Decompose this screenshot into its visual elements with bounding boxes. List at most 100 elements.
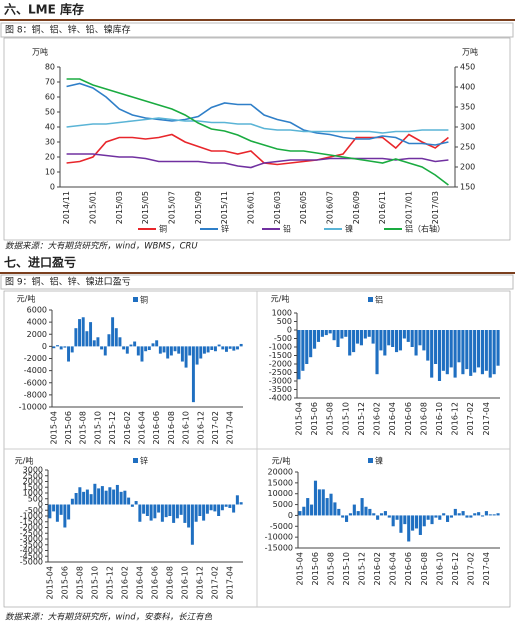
x-tick-label: 2015-04	[295, 552, 304, 585]
bar	[363, 330, 367, 339]
x-tick-label: 2016-06	[404, 402, 413, 435]
bar	[89, 322, 93, 347]
y-tick-label: -4500	[20, 552, 43, 561]
x-tick-label: 2016-10	[435, 552, 444, 585]
bar	[379, 330, 383, 351]
y-tick-label: -3500	[20, 540, 43, 549]
bar	[402, 330, 406, 339]
bar	[209, 504, 213, 511]
y-tick-label: 0	[287, 326, 292, 335]
y-tick-label: 80	[45, 63, 55, 72]
x-tick-label: 2015/01	[88, 191, 97, 224]
legend-swatch	[368, 297, 373, 302]
series-line	[66, 133, 449, 166]
bar	[122, 346, 126, 350]
figure-frame	[3, 37, 511, 241]
bar	[359, 330, 363, 346]
x-tick-label: 2015-08	[327, 552, 336, 585]
bar	[465, 330, 469, 370]
bar	[348, 330, 352, 356]
bar	[383, 330, 387, 356]
y-tick-label: 500	[28, 494, 43, 503]
y-axis-title: 万吨	[32, 47, 48, 57]
x-tick-label: 2016-12	[451, 402, 460, 435]
x-tick-label: 2015-10	[93, 411, 102, 444]
bar	[426, 515, 430, 520]
bar	[484, 511, 488, 516]
y-tick-label: -2500	[269, 368, 292, 377]
x-tick-label: 2015-04	[45, 566, 54, 599]
y2-tick-label: 400	[460, 83, 475, 92]
bar	[320, 330, 324, 337]
bar	[414, 330, 418, 356]
bar	[325, 498, 329, 516]
x-tick-label: 2016-10	[182, 411, 191, 444]
bar	[337, 508, 341, 516]
y-axis-title: 元/吨	[15, 456, 34, 466]
bar	[446, 515, 450, 522]
x-tick-label: 2016-06	[150, 566, 159, 599]
bar	[391, 330, 395, 347]
y2-tick-label: 200	[460, 163, 475, 172]
x-tick-label: 2017/03	[431, 191, 440, 224]
x-tick-label: 2016-12	[196, 411, 205, 444]
x-tick-label: 2016/05	[299, 191, 308, 224]
x-tick-label: 2017/01	[404, 191, 413, 224]
y-tick-label: -15000	[265, 544, 293, 553]
bar	[127, 497, 131, 505]
x-tick-label: 2015-08	[326, 402, 335, 435]
bar	[147, 346, 151, 351]
bar	[162, 346, 166, 353]
x-tick-label: 2016/09	[352, 191, 361, 224]
bar	[82, 491, 86, 505]
x-tick-label: 2016-06	[152, 411, 161, 444]
x-tick-label: 2015-12	[105, 566, 114, 599]
bar	[473, 513, 477, 516]
x-tick-label: 2016-04	[388, 402, 397, 435]
bar	[85, 489, 89, 505]
bar	[340, 330, 344, 339]
bar	[305, 330, 309, 364]
bar	[465, 515, 469, 518]
bar	[168, 504, 172, 516]
legend-label: 铅	[283, 224, 291, 234]
bar	[107, 334, 111, 347]
bar	[235, 495, 239, 505]
bar	[387, 515, 391, 518]
y-tick-label: 0	[38, 500, 43, 509]
figure-caption: 图 8：铜、铝、锌、铅、镍库存	[5, 24, 131, 36]
bar	[333, 502, 337, 516]
x-tick-label: 2016-02	[123, 411, 132, 444]
bar	[78, 319, 82, 347]
bar	[492, 330, 496, 375]
bar	[224, 504, 228, 507]
bar	[488, 514, 492, 516]
x-tick-label: 2016-10	[180, 566, 189, 599]
x-tick-label: 2015-12	[358, 552, 367, 585]
bar	[352, 504, 356, 516]
y-tick-label: 60	[45, 93, 55, 102]
bar	[364, 506, 368, 516]
x-tick-label: 2015-04	[294, 402, 303, 435]
y-axis-title: 元/吨	[17, 294, 36, 304]
y-tick-label: -500	[25, 506, 43, 515]
bar	[142, 504, 146, 514]
bar	[313, 330, 317, 349]
x-tick-label: 2014/11	[62, 191, 71, 224]
legend-label: 铝（右轴）	[405, 224, 445, 234]
bar	[442, 513, 446, 516]
y-tick-label: 3000	[23, 466, 43, 475]
y-tick-label: 1500	[23, 483, 43, 492]
bar	[134, 501, 138, 505]
x-tick-label: 2016-08	[420, 552, 429, 585]
bar	[217, 504, 221, 516]
figure-caption: 图 9：铜、铝、锌、镍进口盈亏	[5, 276, 131, 288]
bar	[453, 508, 457, 516]
legend-label: 锌	[221, 224, 229, 234]
bar	[138, 504, 142, 522]
y-axis-title: 元/吨	[272, 456, 291, 466]
bar	[119, 491, 123, 505]
y-tick-label: -6000	[24, 378, 47, 387]
bar	[160, 504, 164, 522]
x-tick-label: 2016/11	[378, 191, 387, 224]
